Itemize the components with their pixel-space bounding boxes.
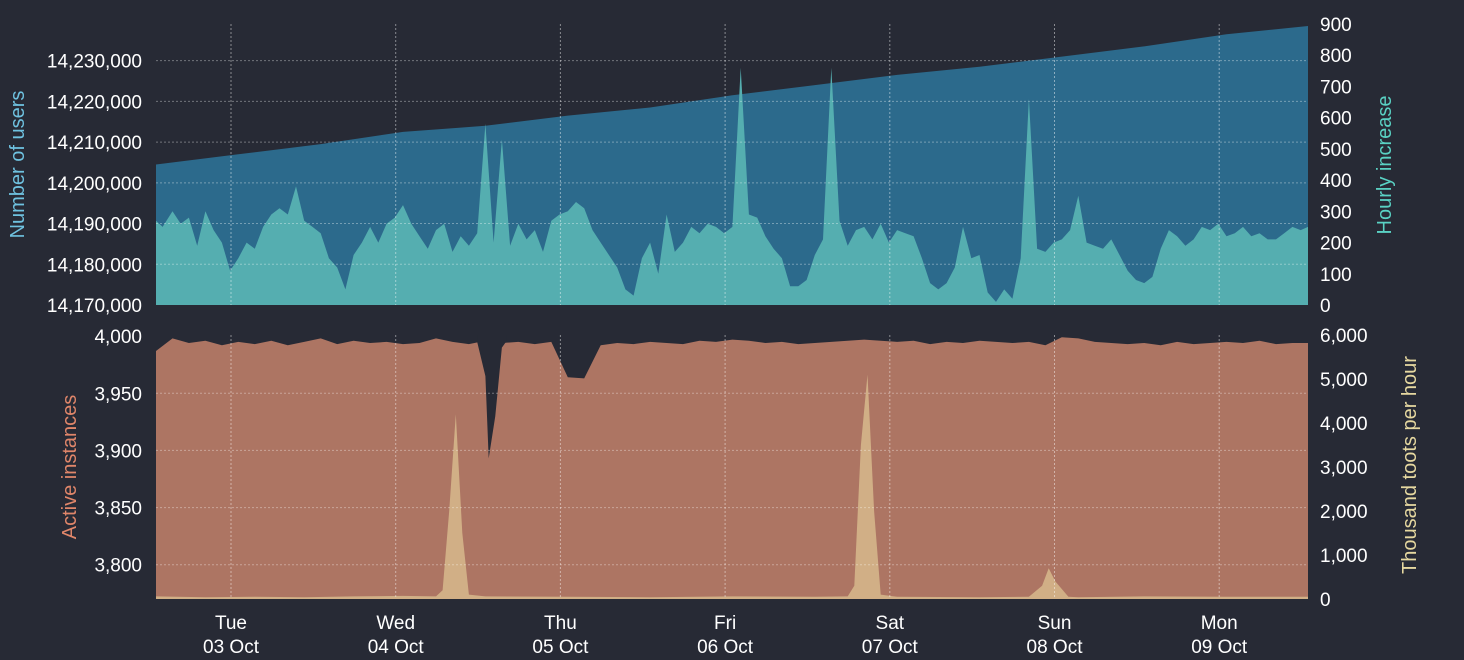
y-left-tick-label: 14,220,000: [47, 92, 142, 113]
y-left-tick-label: 3,800: [94, 556, 142, 577]
y-left-tick-label: 14,170,000: [47, 296, 142, 317]
series-area-1-0: [156, 337, 1308, 599]
x-tick-day-label: Wed: [376, 613, 415, 634]
y-right-tick-label: 4,000: [1320, 414, 1368, 435]
instances-dip: [477, 335, 507, 459]
x-tick-date-label: 08 Oct: [1027, 637, 1084, 658]
x-tick-date-label: 09 Oct: [1191, 637, 1248, 658]
x-tick-day-label: Sat: [876, 613, 905, 634]
y-right-tick-label: 900: [1320, 15, 1352, 36]
y-right-tick-label: 200: [1320, 234, 1352, 255]
users-panel: 14,170,000 14,180,000 14,190,000 14,200,000…: [7, 15, 1396, 317]
y-right-tick-label: 300: [1320, 202, 1352, 223]
x-tick-date-label: 03 Oct: [203, 637, 260, 658]
x-tick-date-label: 04 Oct: [368, 637, 425, 658]
x-axis: Tue 03 Oct Wed 04 Oct Thu 05 Oct Fri 06 Oct Sat 0…: [203, 613, 1248, 658]
x-tick-day-label: Fri: [714, 613, 736, 634]
series-area-0-1: [156, 67, 1308, 305]
x-tick-date-label: 05 Oct: [532, 637, 589, 658]
x-tick-day-label: Tue: [215, 613, 247, 634]
y-right-tick-label: 0: [1320, 590, 1331, 611]
x-tick-day-label: Mon: [1201, 613, 1238, 634]
y-right-axis-label: Hourly increase: [1374, 96, 1396, 235]
y-right-tick-label: 2,000: [1320, 502, 1368, 523]
y-left-tick-label: 3,950: [94, 384, 142, 405]
y-right-tick-label: 1,000: [1320, 546, 1368, 567]
y-right-tick-label: 6,000: [1320, 326, 1368, 347]
y-right-tick-label: 800: [1320, 46, 1352, 67]
y-right-tick-label: 500: [1320, 140, 1352, 161]
x-tick-date-label: 07 Oct: [862, 637, 919, 658]
y-left-axis-label: Number of users: [7, 91, 29, 239]
y-left-tick-label: 3,850: [94, 499, 142, 520]
y-right-tick-label: 3,000: [1320, 458, 1368, 479]
y-right-tick-label: 100: [1320, 265, 1352, 286]
y-left-tick-label: 14,200,000: [47, 174, 142, 195]
x-tick-date-label: 06 Oct: [697, 637, 754, 658]
y-right-tick-label: 5,000: [1320, 370, 1368, 391]
y-left-tick-label: 14,210,000: [47, 133, 142, 154]
x-tick-day-label: Sun: [1038, 613, 1072, 634]
y-right-tick-label: 400: [1320, 171, 1352, 192]
x-tick-day-label: Thu: [544, 613, 577, 634]
y-left-axis-label: Active instances: [59, 395, 81, 540]
y-left-tick-label: 14,190,000: [47, 215, 142, 236]
y-right-tick-label: 600: [1320, 109, 1352, 130]
y-right-tick-label: 700: [1320, 77, 1352, 98]
y-right-tick-label: 0: [1320, 296, 1331, 317]
y-left-tick-label: 3,900: [94, 441, 142, 462]
y-left-tick-label: 14,180,000: [47, 255, 142, 276]
y-left-tick-label: 4,000: [94, 327, 142, 348]
instances-panel: 3,800 3,850 3,900 3,950 4,000 0 1,000 2,000 3,00…: [59, 326, 1421, 611]
y-left-tick-label: 14,230,000: [47, 52, 142, 73]
y-right-axis-label: Thousand toots per hour: [1399, 356, 1421, 574]
